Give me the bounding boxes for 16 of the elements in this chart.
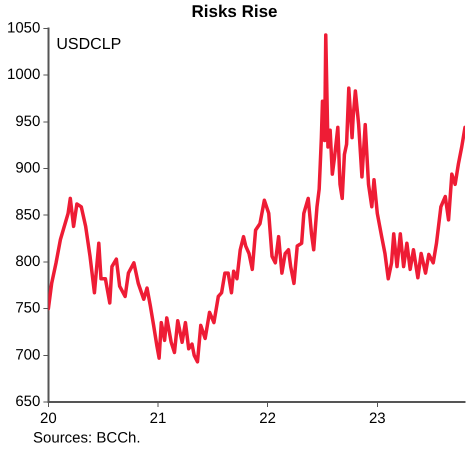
y-tick-label: 900 (15, 160, 40, 177)
x-tick-label: 22 (259, 410, 276, 428)
x-tick-label: 20 (40, 410, 57, 428)
y-tick-label: 650 (15, 393, 40, 410)
annotation: USDCLP (56, 36, 122, 53)
x-tick-label: 21 (150, 410, 166, 428)
y-tick-label: 1050 (6, 20, 40, 37)
y-tick-label: 750 (15, 300, 40, 317)
y-tick-label: 700 (15, 346, 40, 364)
y-tick-label: 1000 (6, 66, 40, 84)
y-tick-label: 850 (15, 206, 40, 224)
chart-title: Risks Rise (192, 2, 278, 21)
y-tick-label: 800 (15, 253, 40, 270)
source-note: Sources: BCCh. (33, 430, 141, 447)
y-tick-label: 950 (15, 112, 40, 130)
x-tick-label: 23 (368, 410, 386, 428)
